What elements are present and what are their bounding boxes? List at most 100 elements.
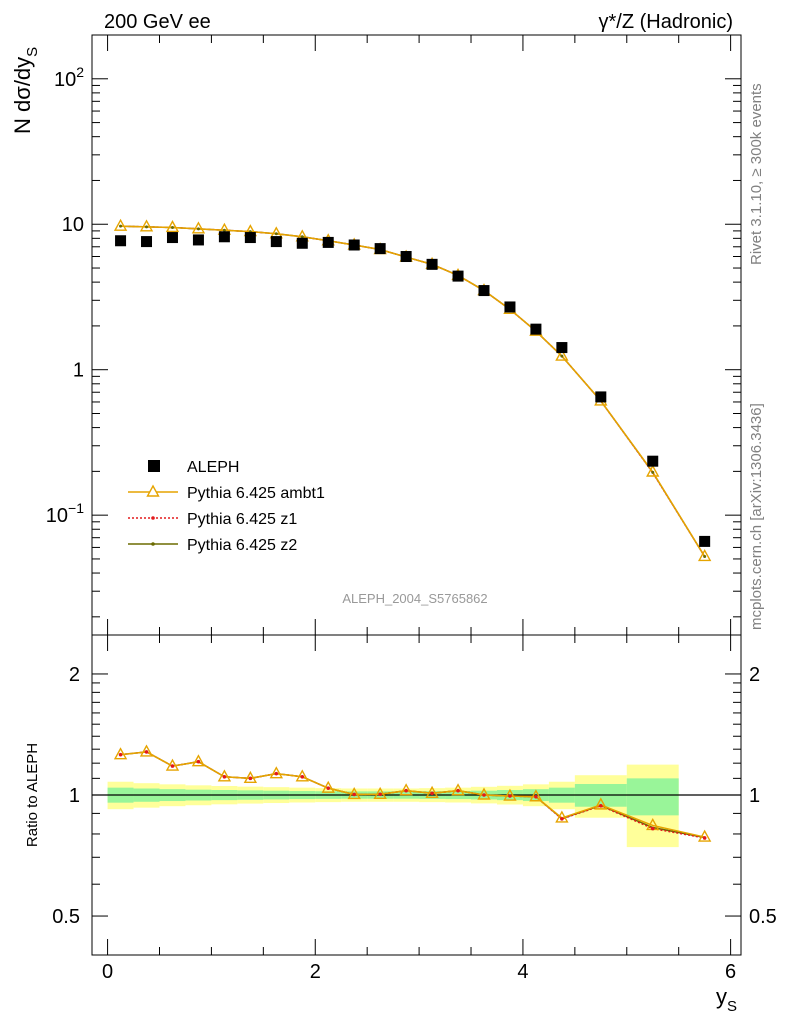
ratio-y-tick-label-right: 1 — [749, 785, 760, 807]
ratio-ambt1-marker — [295, 769, 309, 782]
main-y-axis-label-main: N dσ/dy — [10, 57, 35, 134]
main-y-tick-label: 102 — [54, 64, 84, 91]
x-tick-label: 2 — [310, 961, 321, 983]
main-y-tick-label-base: 10 — [62, 214, 84, 236]
main-aleph-marker — [647, 455, 659, 467]
ratio-z1-marker — [560, 817, 564, 821]
ratio-ambt1-marker — [477, 787, 491, 800]
ratio-z1-marker — [702, 836, 707, 840]
ratio-z1-marker — [378, 792, 382, 797]
ratio-ambt1-marker — [113, 747, 128, 760]
main-aleph-marker — [322, 236, 334, 248]
ratio-z1-marker — [274, 771, 279, 776]
mcplots-source-label: mcplots.cern.ch [arXiv:1306.3436] — [748, 403, 765, 630]
legend-item: ALEPH — [148, 459, 239, 476]
ratio-z1-marker — [352, 792, 356, 797]
ratio-ambt1-marker — [451, 783, 465, 796]
x-axis-label-main: y — [716, 984, 727, 1009]
main-series-line — [120, 225, 706, 557]
ratio-ambt1-marker — [269, 766, 283, 779]
main-aleph-marker — [244, 232, 256, 244]
ratio-z1-marker — [482, 793, 486, 797]
ratio-ambt1-marker — [425, 785, 439, 798]
header-right-label: γ*/Z (Hadronic) — [599, 11, 733, 33]
legend-label: Pythia 6.425 z1 — [187, 511, 297, 528]
main-aleph-marker — [115, 235, 127, 247]
ratio-z1-marker — [508, 794, 512, 798]
main-aleph-marker — [478, 285, 490, 297]
ratio-z1-marker — [430, 791, 434, 796]
main-aleph-marker — [270, 236, 282, 248]
ratio-y-tick-label-right: 2 — [749, 664, 760, 686]
ratio-ambt1-marker — [373, 786, 387, 800]
ratio-ambt1-marker — [503, 788, 517, 801]
main-z2-marker — [119, 224, 123, 228]
ratio-ambt1-marker — [165, 758, 180, 771]
main-aleph-marker — [141, 236, 153, 248]
main-ambt1-marker — [646, 464, 660, 477]
ratio-z1-marker — [118, 752, 123, 757]
ratio-z1-marker — [534, 794, 538, 799]
legend-label: Pythia 6.425 ambt1 — [187, 485, 325, 502]
main-aleph-marker — [348, 239, 360, 251]
ratio-y-tick-label: 1 — [69, 785, 80, 807]
legend-marker-square — [148, 460, 160, 472]
ratio-z1-marker — [326, 786, 331, 790]
ratio-ambt1-marker — [217, 769, 232, 782]
ratio-ambt1-marker — [697, 829, 712, 842]
main-aleph-marker — [452, 270, 464, 282]
main-aleph-marker — [400, 251, 412, 263]
main-aleph-marker — [595, 391, 607, 403]
legend-label: ALEPH — [187, 459, 239, 476]
main-aleph-marker — [296, 237, 308, 249]
main-z2-marker — [170, 225, 174, 229]
ratio-axes: 0 2 4 6 2 2 1 1 0.5 0.5 — [52, 635, 777, 983]
x-tick-label: 0 — [102, 961, 113, 983]
ratio-z1-marker — [248, 776, 253, 781]
ratio-ambt1-marker — [594, 797, 608, 810]
main-y-tick-label: 10−1 — [46, 500, 84, 527]
ratio-z1-marker — [222, 774, 227, 779]
ratio-ambt1-marker — [399, 783, 413, 796]
ratio-z1-marker — [404, 788, 408, 793]
main-z2-marker — [651, 470, 655, 474]
legend-marker-triangle — [146, 484, 160, 497]
legend-item: Pythia 6.425 ambt1 — [128, 484, 325, 502]
ratio-ambt1-marker — [191, 754, 206, 767]
main-y-tick-label: 1 — [73, 360, 84, 382]
ratio-ambt1-marker — [243, 770, 258, 784]
ratio-y-tick-label: 2 — [69, 664, 80, 686]
ratio-y-tick-label: 0.5 — [52, 906, 80, 928]
main-y-tick-label-exp: −1 — [68, 500, 84, 516]
main-series-line — [120, 225, 706, 557]
main-z2-marker — [222, 228, 226, 232]
main-ambt1-marker — [165, 220, 180, 233]
ratio-ambt1-marker — [347, 787, 361, 800]
ratio-z1-marker — [650, 826, 655, 831]
main-z2-marker — [274, 232, 278, 236]
ratio-y-tick-label-right: 0.5 — [749, 906, 777, 928]
ratio-ambt1-marker — [529, 789, 543, 802]
main-ambt1-marker — [191, 221, 206, 234]
main-y-tick-label-base: 1 — [73, 360, 84, 382]
main-y-tick-label: 10 — [62, 214, 84, 236]
main-z2-marker — [196, 227, 200, 231]
main-aleph-marker — [504, 301, 516, 313]
ratio-y-axis-label: Ratio to ALEPH — [24, 743, 41, 847]
ratio-z1-marker — [170, 764, 175, 768]
main-z2-marker — [560, 354, 564, 358]
main-aleph-marker — [374, 243, 386, 255]
main-aleph-marker — [556, 342, 568, 354]
ratio-z1-marker — [196, 759, 201, 764]
legend-item: Pythia 6.425 z2 — [128, 537, 297, 554]
main-aleph-marker — [426, 258, 438, 270]
main-z2-marker — [145, 225, 149, 229]
main-y-axis-label-sub: S — [24, 47, 41, 57]
main-y-tick-label-base: 10 — [54, 69, 76, 91]
main-aleph-marker — [699, 535, 711, 547]
main-watermark: ALEPH_2004_S5765862 — [342, 591, 487, 606]
ratio-band-inner — [626, 778, 679, 816]
x-axis-label-sub: S — [727, 998, 737, 1015]
